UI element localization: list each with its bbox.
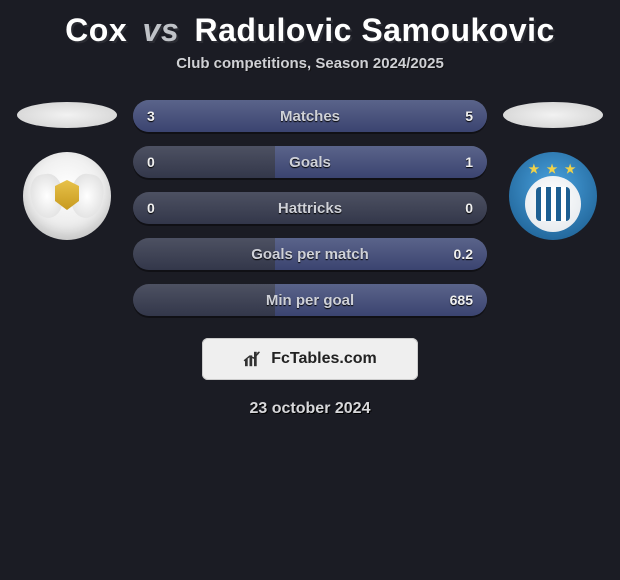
stat-value-right: 5: [437, 108, 473, 124]
page-title: Cox vs Radulovic Samoukovic: [0, 12, 620, 49]
brand-text: FcTables.com: [271, 350, 377, 368]
crest-stars-icon: ★ ★ ★: [509, 162, 597, 176]
comparison-card: Cox vs Radulovic Samoukovic Club competi…: [0, 0, 620, 418]
subtitle: Club competitions, Season 2024/2025: [0, 55, 620, 72]
player-left-column: [13, 100, 121, 240]
stat-row: Min per goal685: [133, 284, 487, 316]
stat-value-left: 0: [147, 200, 183, 216]
stats-column: 3Matches50Goals10Hattricks0Goals per mat…: [133, 100, 487, 316]
stat-row: Goals per match0.2: [133, 238, 487, 270]
stat-value-right: 0.2: [437, 246, 473, 262]
club-logo-right: ★ ★ ★: [509, 152, 597, 240]
stat-row: 3Matches5: [133, 100, 487, 132]
main-row: 3Matches50Goals10Hattricks0Goals per mat…: [0, 100, 620, 316]
stat-label: Hattricks: [133, 200, 487, 217]
stat-value-left: 0: [147, 154, 183, 170]
stat-value-left: 3: [147, 108, 183, 124]
bar-chart-icon: [243, 350, 265, 368]
stat-row: 0Hattricks0: [133, 192, 487, 224]
stat-row: 0Goals1: [133, 146, 487, 178]
title-vs: vs: [137, 12, 186, 48]
stat-value-right: 1: [437, 154, 473, 170]
title-player2: Radulovic Samoukovic: [195, 12, 555, 48]
stat-value-right: 685: [437, 292, 473, 308]
stat-value-right: 0: [437, 200, 473, 216]
crest-inner-circle-icon: [525, 176, 581, 232]
player-right-avatar-placeholder: [503, 102, 603, 128]
club-logo-left: [23, 152, 111, 240]
title-player1: Cox: [65, 12, 127, 48]
brand-badge[interactable]: FcTables.com: [202, 338, 418, 380]
player-right-column: ★ ★ ★: [499, 100, 607, 240]
player-left-avatar-placeholder: [17, 102, 117, 128]
crest-stripes-icon: [536, 187, 570, 221]
date-text: 23 october 2024: [0, 400, 620, 418]
